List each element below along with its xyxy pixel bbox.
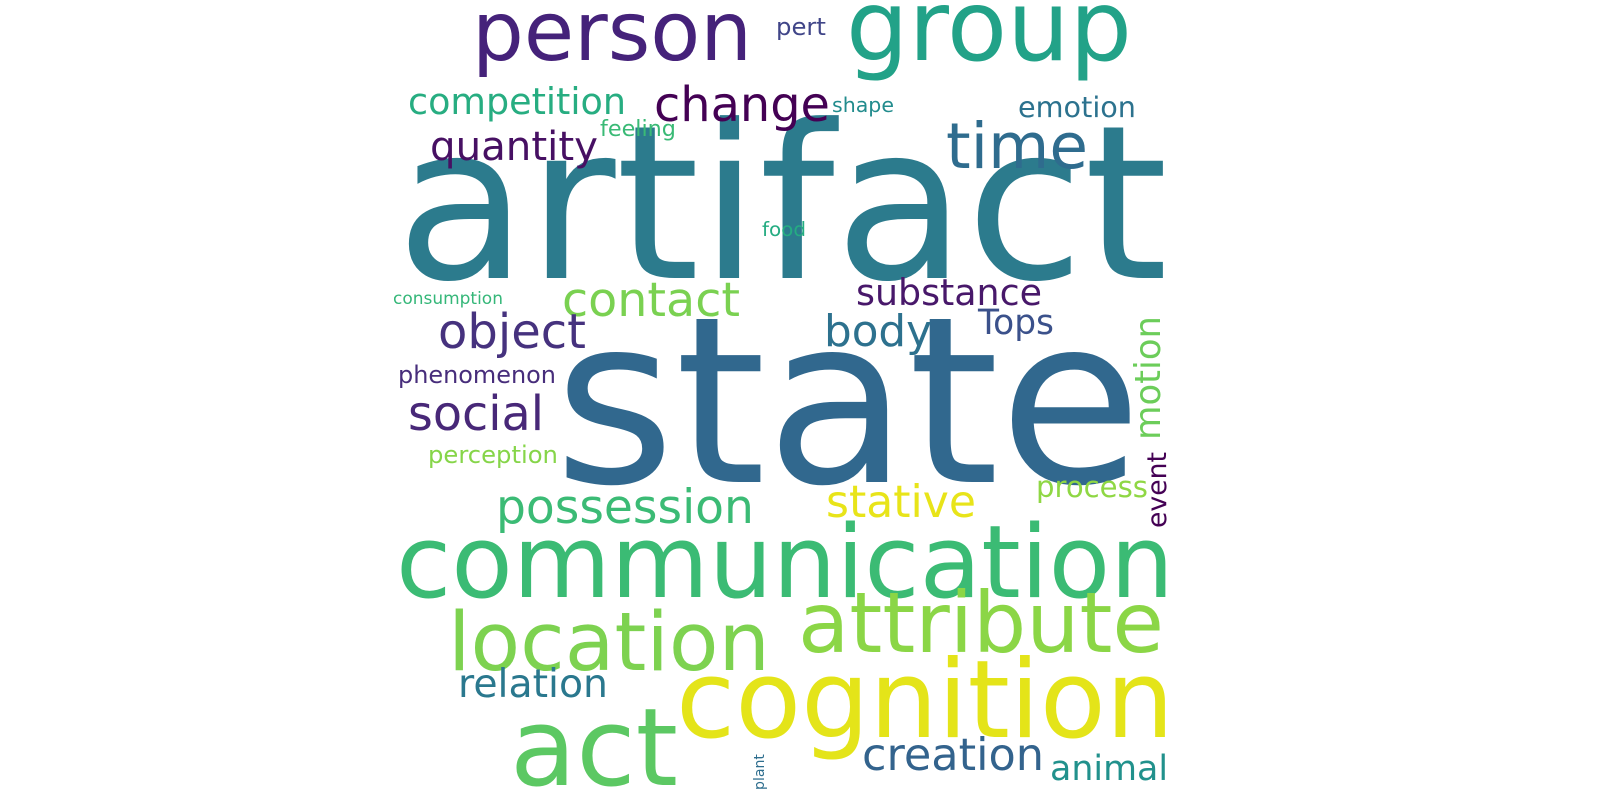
word-process: process [1036,470,1148,504]
word-stative: stative [826,477,976,528]
word-communication: communication [396,504,1174,621]
word-time: time [946,110,1088,183]
word-food: food [762,218,806,241]
word-location: location [448,596,770,690]
word-perception: perception [428,440,558,469]
word-group: group [846,0,1132,84]
word-event: event [1142,452,1173,528]
word-competition: competition [408,80,626,123]
word-artifact: artifact [396,79,1168,329]
word-contact: contact [562,273,740,328]
word-cognition: cognition [676,638,1174,763]
word-possession: possession [496,480,754,535]
word-creation: creation [862,729,1044,781]
word-relation: relation [458,661,608,707]
word-feeling: feeling [600,116,676,142]
word-social: social [408,387,544,442]
word-consumption: consumption [393,289,503,309]
word-act: act [510,686,678,807]
word-animal: animal [1050,749,1168,789]
word-attribute: attribute [798,574,1164,672]
word-shape: shape [832,93,894,117]
word-body: body [824,306,932,357]
word-pert: pert [776,12,826,41]
word-tops: Tops [977,303,1054,343]
word-object: object [438,304,586,360]
word-motion: motion [1128,316,1169,440]
word-emotion: emotion [1018,90,1136,124]
word-state: state [554,267,1142,537]
word-quantity: quantity [430,123,598,170]
word-phenomenon: phenomenon [398,361,556,389]
word-change: change [654,78,830,133]
word-substance: substance [856,271,1042,314]
word-plant: plant [752,754,768,790]
word-person: person [472,0,752,80]
